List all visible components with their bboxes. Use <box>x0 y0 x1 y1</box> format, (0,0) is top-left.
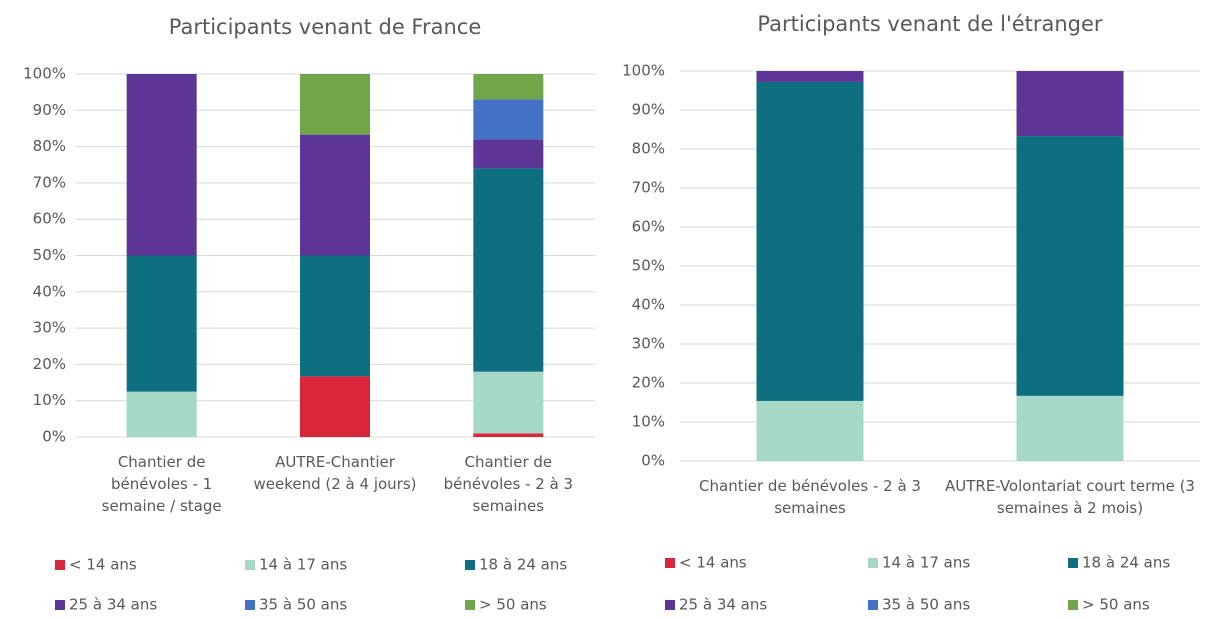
y-tick-label: 0% <box>641 452 665 470</box>
chart-title: Participants venant de France <box>169 15 482 39</box>
y-tick-label: 30% <box>33 319 66 337</box>
y-tick-label: 50% <box>33 246 66 264</box>
legend-swatch <box>245 560 255 570</box>
legend-swatch <box>55 560 65 570</box>
bar-segment <box>300 376 370 437</box>
legend-swatch <box>868 600 878 610</box>
legend-label: 18 à 24 ans <box>479 556 567 574</box>
y-tick-label: 60% <box>632 218 665 236</box>
y-tick-label: 50% <box>632 257 665 275</box>
legend-label: > 50 ans <box>479 596 547 614</box>
y-tick-label: 10% <box>33 391 66 409</box>
legend-label: < 14 ans <box>679 554 747 572</box>
bar-segment <box>1016 136 1124 396</box>
x-tick-label: Chantier de bénévoles - 2 à 3 semaines <box>699 477 921 517</box>
bar-segment <box>1016 395 1124 461</box>
y-tick-label: 10% <box>632 413 665 431</box>
legend-label: 18 à 24 ans <box>1082 554 1170 572</box>
legend-label: > 50 ans <box>1082 596 1150 614</box>
bar-segment <box>126 74 197 256</box>
legend-swatch <box>465 560 475 570</box>
bar-segment <box>300 134 370 256</box>
x-tick-label: Chantier de bénévoles - 2 à 3 semaines <box>443 453 574 515</box>
legend-label: 25 à 34 ans <box>679 596 767 614</box>
legend-swatch <box>55 600 65 610</box>
y-tick-label: 70% <box>33 173 66 191</box>
x-tick-label-box: Chantier de bénévoles - 1 semaine / stag… <box>101 453 222 515</box>
x-tick-label-box: AUTRE-Volontariat court terme (3 semaine… <box>945 477 1195 517</box>
y-tick-label: 20% <box>632 374 665 392</box>
legend-swatch <box>665 558 675 568</box>
x-tick-label: Chantier de bénévoles - 1 semaine / stag… <box>101 453 222 515</box>
bar-segment <box>126 255 197 392</box>
legend-swatch <box>665 600 675 610</box>
legend-swatch <box>868 558 878 568</box>
bar-segment <box>473 433 544 437</box>
x-tick-label-box: AUTRE-Chantier weekend (2 à 4 jours) <box>253 453 417 493</box>
bar-segment <box>756 81 864 401</box>
legend-swatch <box>465 600 475 610</box>
legend-label: < 14 ans <box>69 556 137 574</box>
chart-title: Participants venant de l'étranger <box>757 12 1103 36</box>
y-tick-label: 100% <box>622 62 665 80</box>
bar-segment <box>473 139 544 169</box>
y-tick-label: 60% <box>33 210 66 228</box>
x-tick-label: AUTRE-Volontariat court terme (3 semaine… <box>945 477 1195 517</box>
y-tick-label: 100% <box>23 65 66 83</box>
legend-label: 25 à 34 ans <box>69 596 157 614</box>
y-tick-label: 80% <box>632 140 665 158</box>
x-tick-label: AUTRE-Chantier weekend (2 à 4 jours) <box>253 453 417 493</box>
bar-segment <box>1016 71 1124 137</box>
bar-segment <box>300 74 370 135</box>
y-tick-label: 90% <box>33 101 66 119</box>
bar-segment <box>473 99 544 140</box>
bar-segment <box>126 391 197 437</box>
legend-label: 14 à 17 ans <box>882 554 970 572</box>
bar-segment <box>473 371 544 434</box>
y-tick-label: 20% <box>33 355 66 373</box>
legend-label: 35 à 50 ans <box>259 596 347 614</box>
bar-segment <box>756 71 864 82</box>
x-tick-label-box: Chantier de bénévoles - 2 à 3 semaines <box>699 477 921 517</box>
legend-swatch <box>1068 558 1078 568</box>
legend-label: 35 à 50 ans <box>882 596 970 614</box>
x-tick-label-box: Chantier de bénévoles - 2 à 3 semaines <box>443 453 574 515</box>
y-tick-label: 70% <box>632 179 665 197</box>
bar-segment <box>473 74 544 100</box>
y-tick-label: 90% <box>632 101 665 119</box>
y-tick-label: 30% <box>632 335 665 353</box>
y-tick-label: 40% <box>33 282 66 300</box>
legend-swatch <box>245 600 255 610</box>
y-tick-label: 80% <box>33 137 66 155</box>
bar-segment <box>300 255 370 377</box>
legend-label: 14 à 17 ans <box>259 556 347 574</box>
legend-swatch <box>1068 600 1078 610</box>
y-tick-label: 0% <box>42 428 66 446</box>
y-tick-label: 40% <box>632 296 665 314</box>
bar-segment <box>756 400 864 461</box>
bar-segment <box>473 168 544 372</box>
